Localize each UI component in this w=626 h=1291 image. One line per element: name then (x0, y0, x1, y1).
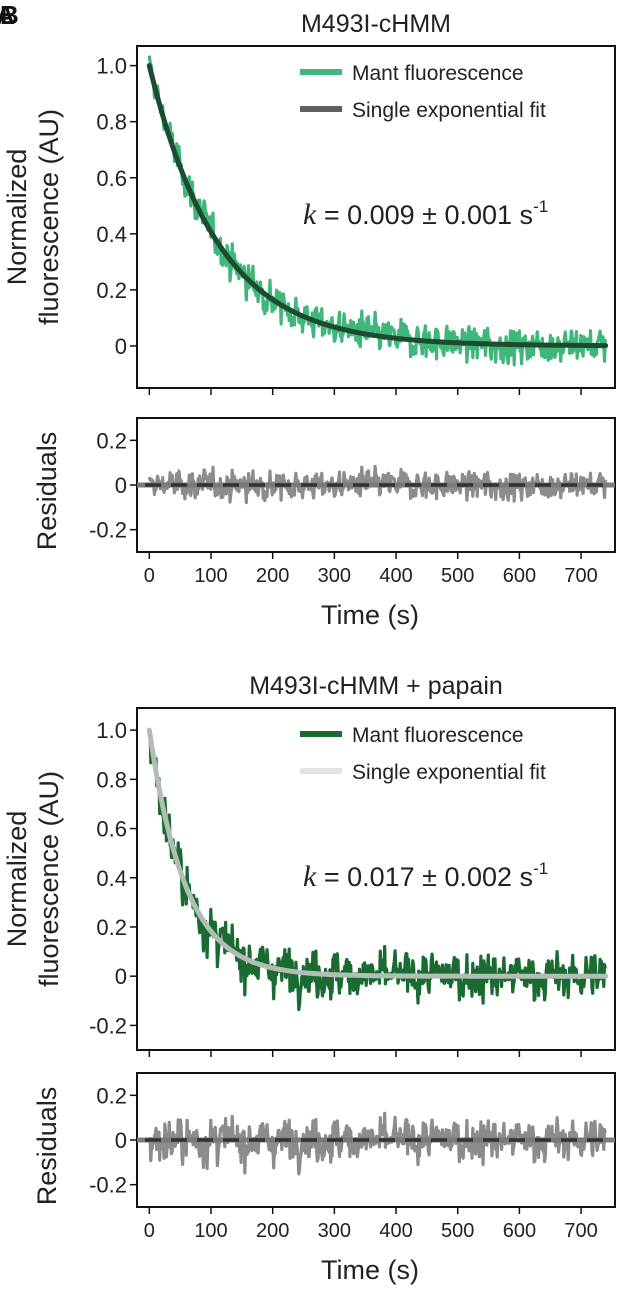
chart-3-ylabel: Residuals (32, 1087, 62, 1206)
chart-2-ytick-label: 1.0 (96, 718, 127, 743)
chart-2-annotation: k = 0.017 ± 0.002 s-1 (303, 859, 548, 893)
chart-0-ylabel: Normalizedfluorescence (AU) (2, 109, 64, 325)
chart-3-xtick-label: 100 (194, 1220, 227, 1242)
chart-3-ytick-label: -0.2 (89, 1173, 127, 1198)
chart-0-annotation-text: = 0.009 ± 0.001 s (316, 200, 533, 230)
chart-0-annotation-sup: -1 (533, 197, 548, 216)
chart-2-annotation-text: = 0.017 ± 0.002 s (316, 862, 533, 892)
chart-1-xtick-label: 600 (503, 565, 536, 587)
chart-0-annotation-k: k (303, 198, 317, 231)
chart-1-xtick-label: 500 (441, 565, 474, 587)
chart-2-annotation-k: k (303, 860, 317, 893)
chart-0-ytick-label: 0.2 (96, 278, 127, 303)
chart-3-xtick-label: 600 (503, 1220, 536, 1242)
chart-1-ytick-label: 0.2 (96, 428, 127, 453)
chart-1-ytick-label: -0.2 (89, 518, 127, 543)
chart-3-ytick-label: 0.2 (96, 1083, 127, 1108)
chart-0-legend-label-1: Single exponential fit (352, 99, 546, 122)
chart-3-xtick-label: 700 (564, 1220, 597, 1242)
chart-3-ytick-label: 0 (115, 1128, 127, 1153)
chart-1-xtick-label: 0 (144, 565, 155, 587)
chart-1-xlabel: Time (s) (321, 600, 419, 630)
chart-3-series-0 (147, 1111, 607, 1176)
chart-2-ytick-label: 0.2 (96, 915, 127, 940)
chart-3-xtick-label: 500 (441, 1220, 474, 1242)
chart-0-frame (136, 45, 616, 389)
chart-0-series-1 (146, 63, 609, 349)
chart-2-ytick-label: -0.2 (89, 1013, 127, 1038)
chart-2-ytick-label: 0.6 (96, 817, 127, 842)
chart-2-title: M493I-cHMM + papain (249, 672, 503, 700)
chart-2-ytick-label: 0 (115, 964, 127, 989)
chart-1-xtick-label: 300 (318, 565, 351, 587)
chart-3-xlabel: Time (s) (321, 1255, 419, 1285)
chart-3-xtick-label: 300 (318, 1220, 351, 1242)
panel-label-a: A (0, 0, 15, 30)
chart-2-frame (136, 707, 616, 1051)
chart-2-ytick-label: 0.4 (96, 866, 127, 891)
chart-1-xtick-label: 200 (256, 565, 289, 587)
chart-3-xtick-label: 400 (379, 1220, 412, 1242)
panel-label-b: B (0, 0, 19, 30)
chart-0-annotation: k = 0.009 ± 0.001 s-1 (303, 197, 548, 231)
chart-1-ytick-label: 0 (115, 473, 127, 498)
chart-3-xtick-label: 200 (256, 1220, 289, 1242)
chart-2-legend-label-1: Single exponential fit (352, 761, 546, 784)
chart-3-xtick-label: 0 (144, 1220, 155, 1242)
chart-0-legend-label-0: Mant fluorescence (352, 62, 524, 85)
chart-2-annotation-sup: -1 (533, 859, 548, 878)
chart-1-xtick-label: 400 (379, 565, 412, 587)
chart-0-ytick-label: 0 (115, 334, 127, 359)
chart-0-title: M493I-cHMM (301, 10, 451, 38)
chart-0-ytick-label: 0.4 (96, 222, 127, 247)
chart-2-series-1 (146, 727, 609, 979)
chart-0-ytick-label: 0.6 (96, 166, 127, 191)
chart-0-ytick-label: 1.0 (96, 54, 127, 79)
chart-2-ylabel: Normalizedfluorescence (AU) (2, 771, 64, 987)
chart-1-xtick-label: 100 (194, 565, 227, 587)
chart-2-ytick-label: 0.8 (96, 767, 127, 792)
chart-2-legend-label-0: Mant fluorescence (352, 724, 524, 747)
chart-1-ylabel: Residuals (32, 432, 62, 551)
chart-0-ytick-label: 0.8 (96, 110, 127, 135)
chart-1-xtick-label: 700 (564, 565, 597, 587)
